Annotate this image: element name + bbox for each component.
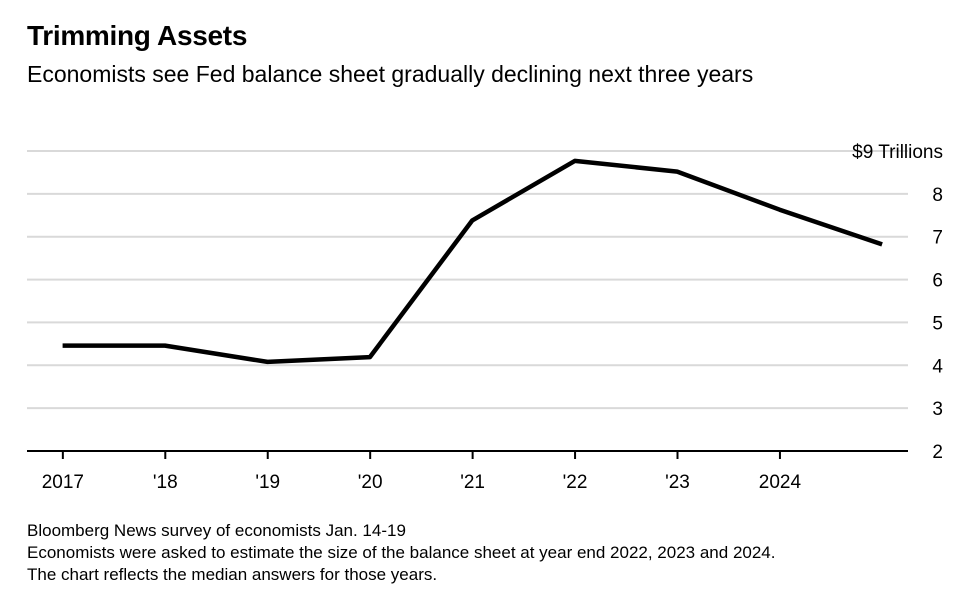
x-tick-label-2017: 2017 bbox=[42, 472, 84, 493]
x-tick-label-2018: '18 bbox=[153, 472, 178, 493]
methodology-note-line-2: The chart reflects the median answers fo… bbox=[27, 565, 438, 584]
x-axis-ticks: 2017 '18 '19 '20 '21 '22 '23 2024 bbox=[42, 451, 802, 493]
y-tick-label-4: 4 bbox=[932, 356, 943, 377]
y-tick-label-9: $9 Trillions bbox=[852, 142, 943, 163]
y-tick-label-2: 2 bbox=[932, 442, 943, 463]
x-tick-label-2023: '23 bbox=[665, 472, 690, 493]
x-tick-label-2024: 2024 bbox=[759, 472, 802, 493]
line-chart: 2 3 4 5 6 7 8 $9 Trillions 2017 '18 '19 '20 '21 '22 '… bbox=[27, 142, 943, 493]
chart-footer: Bloomberg News survey of economists Jan.… bbox=[27, 520, 775, 586]
grid-lines bbox=[27, 150, 908, 410]
y-tick-label-3: 3 bbox=[932, 399, 943, 420]
chart-title: Trimming Assets bbox=[27, 20, 248, 51]
y-tick-label-8: 8 bbox=[932, 185, 943, 206]
y-tick-label-6: 6 bbox=[932, 271, 943, 292]
x-tick-label-2022: '22 bbox=[563, 472, 588, 493]
source-note: Bloomberg News survey of economists Jan.… bbox=[27, 521, 406, 540]
series-line-balance-sheet bbox=[62, 158, 883, 365]
x-tick-label-2021: '21 bbox=[460, 472, 485, 493]
y-axis-ticks: 2 3 4 5 6 7 8 $9 Trillions bbox=[852, 142, 943, 463]
chart-subtitle: Economists see Fed balance sheet gradual… bbox=[27, 61, 754, 87]
methodology-note-line-1: Economists were asked to estimate the si… bbox=[27, 543, 776, 562]
y-tick-label-7: 7 bbox=[932, 228, 943, 249]
x-tick-label-2020: '20 bbox=[358, 472, 383, 493]
x-tick-label-2019: '19 bbox=[255, 472, 280, 493]
y-tick-label-5: 5 bbox=[932, 313, 943, 334]
